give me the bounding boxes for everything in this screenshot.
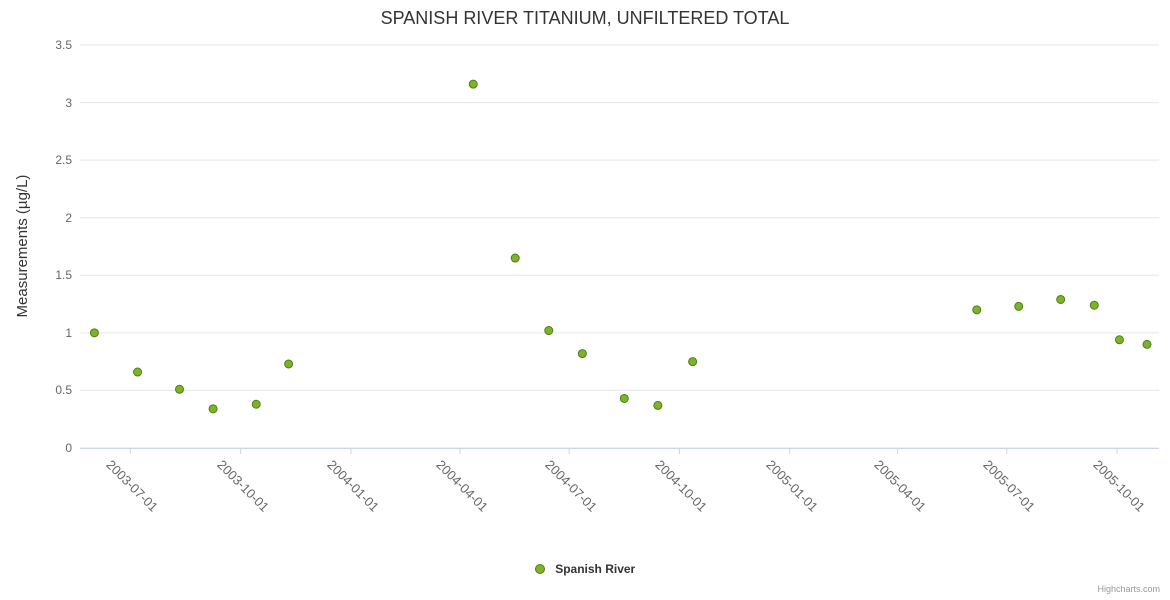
credits-link[interactable]: Highcharts.com: [1097, 584, 1160, 594]
data-point[interactable]: [972, 305, 982, 315]
data-point[interactable]: [510, 253, 520, 263]
data-point[interactable]: [251, 399, 261, 409]
legend-item-spanish-river[interactable]: Spanish River: [534, 560, 636, 577]
data-point[interactable]: [175, 384, 185, 394]
legend-label: Spanish River: [555, 561, 636, 576]
data-point[interactable]: [544, 326, 554, 336]
data-point[interactable]: [619, 393, 629, 403]
y-axis-label: 1: [65, 325, 72, 340]
y-axis-label: 0: [65, 441, 72, 455]
y-axis-label: 3: [65, 95, 72, 110]
legend: Spanish River: [0, 560, 1170, 578]
y-axis-label: 3.5: [55, 38, 72, 52]
data-point[interactable]: [89, 328, 99, 338]
data-point[interactable]: [208, 404, 218, 414]
data-point[interactable]: [688, 357, 698, 367]
legend-marker-icon: [534, 563, 545, 574]
y-axis-label: 2.5: [55, 153, 72, 168]
data-point[interactable]: [1114, 335, 1124, 345]
y-axis-label: 0.5: [55, 383, 72, 398]
data-point[interactable]: [577, 349, 587, 359]
y-axis-label: 1.5: [55, 268, 72, 283]
data-point[interactable]: [1014, 301, 1024, 311]
data-point[interactable]: [468, 79, 478, 89]
data-point[interactable]: [1056, 294, 1066, 304]
y-axis-label: 2: [65, 210, 72, 225]
chart-title: SPANISH RIVER TITANIUM, UNFILTERED TOTAL: [380, 8, 790, 28]
data-point[interactable]: [1142, 339, 1152, 349]
data-point[interactable]: [653, 400, 663, 410]
data-point[interactable]: [1089, 300, 1099, 310]
data-point[interactable]: [284, 359, 294, 369]
data-point[interactable]: [133, 367, 143, 377]
